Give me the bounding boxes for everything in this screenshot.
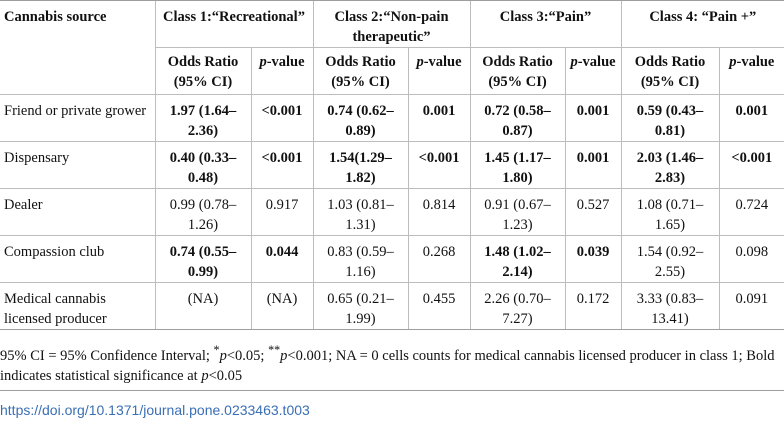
table-row: Dealer 0.99 (0.78–1.26) 0.917 1.03 (0.81–1.… [0, 188, 784, 236]
cell-p-value: 0.001 [564, 141, 622, 189]
cell-p-value: <0.001 [718, 141, 784, 189]
cell-p-value: (NA) [250, 282, 313, 330]
cell-odds-ratio: 0.83 (0.59–1.16) [312, 235, 408, 283]
cell-p-value: 0.001 [564, 94, 622, 142]
cell-odds-ratio: 0.99 (0.78–1.26) [154, 188, 251, 236]
subheader-p-value: p-value [564, 47, 622, 95]
subheader-odds-ratio: Odds Ratio (95% CI) [469, 47, 566, 95]
cell-p-value: <0.001 [250, 141, 313, 189]
cell-p-value: <0.001 [250, 94, 313, 142]
cell-p-value: 0.039 [564, 235, 622, 283]
header-class-4: Class 4: “Pain +” [620, 0, 784, 48]
cell-odds-ratio: 2.03 (1.46–2.83) [620, 141, 720, 189]
cell-source: Compassion club [0, 235, 155, 283]
cell-odds-ratio: 1.54 (0.92–2.55) [620, 235, 720, 283]
cell-p-value: 0.001 [718, 94, 784, 142]
cell-odds-ratio: 0.72 (0.58–0.87) [469, 94, 566, 142]
cell-p-value: 0.098 [718, 235, 784, 283]
cell-p-value: 0.044 [250, 235, 313, 283]
cell-odds-ratio: (NA) [154, 282, 251, 330]
subheader-p-value: p-value [407, 47, 471, 95]
cell-odds-ratio: 0.74 (0.55–0.99) [154, 235, 251, 283]
table-row: Dispensary 0.40 (0.33–0.48) <0.001 1.54(1.2… [0, 141, 784, 189]
cell-p-value: 0.268 [407, 235, 471, 283]
cell-odds-ratio: 2.26 (0.70–7.27) [469, 282, 566, 330]
results-table: Cannabis source Class 1:“Recreational” C… [0, 0, 784, 330]
cell-p-value: 0.091 [718, 282, 784, 330]
table-row: Compassion club 0.74 (0.55–0.99) 0.044 0.83… [0, 235, 784, 283]
cell-p-value: 0.724 [718, 188, 784, 236]
cell-p-value: 0.917 [250, 188, 313, 236]
cell-source: Dealer [0, 188, 155, 236]
table-footnote: 95% CI = 95% Confidence Interval; *p<0.0… [0, 343, 775, 384]
header-class-1: Class 1:“Recreational” [154, 0, 313, 48]
subheader-odds-ratio: Odds Ratio (95% CI) [620, 47, 720, 95]
cell-odds-ratio: 1.03 (0.81–1.31) [312, 188, 408, 236]
cell-p-value: 0.814 [407, 188, 471, 236]
cell-p-value: 0.001 [407, 94, 471, 142]
footnote-divider [0, 390, 784, 391]
cell-p-value: 0.455 [407, 282, 471, 330]
cell-odds-ratio: 1.54(1.29–1.82) [312, 141, 408, 189]
cell-odds-ratio: 1.48 (1.02–2.14) [469, 235, 566, 283]
cell-odds-ratio: 3.33 (0.83–13.41) [620, 282, 720, 330]
header-cannabis-source: Cannabis source [0, 0, 155, 95]
cell-odds-ratio: 0.40 (0.33–0.48) [154, 141, 251, 189]
table-row: Medical cannabis licensed producer (NA) (N… [0, 282, 784, 330]
subheader-odds-ratio: Odds Ratio (95% CI) [312, 47, 408, 95]
cell-p-value: 0.172 [564, 282, 622, 330]
cell-source: Friend or private grower [0, 94, 155, 142]
cell-source: Medical cannabis licensed producer [0, 282, 155, 330]
subheader-p-value: p-value [718, 47, 784, 95]
header-class-3: Class 3:“Pain” [469, 0, 622, 48]
table-row: Friend or private grower 1.97 (1.64–2.36)… [0, 94, 784, 142]
header-class-2: Class 2:“Non-pain therapeutic” [312, 0, 471, 48]
subheader-odds-ratio: Odds Ratio (95% CI) [154, 47, 251, 95]
cell-p-value: <0.001 [407, 141, 471, 189]
subheader-p-value: p-value [250, 47, 313, 95]
cell-odds-ratio: 0.65 (0.21–1.99) [312, 282, 408, 330]
cell-odds-ratio: 1.45 (1.17–1.80) [469, 141, 566, 189]
cell-odds-ratio: 0.74 (0.62–0.89) [312, 94, 408, 142]
doi-link[interactable]: https://doi.org/10.1371/journal.pone.023… [0, 402, 310, 418]
cell-source: Dispensary [0, 141, 155, 189]
cell-odds-ratio: 1.08 (0.71–1.65) [620, 188, 720, 236]
cell-odds-ratio: 0.59 (0.43–0.81) [620, 94, 720, 142]
cell-odds-ratio: 1.97 (1.64–2.36) [154, 94, 251, 142]
cell-p-value: 0.527 [564, 188, 622, 236]
cell-odds-ratio: 0.91 (0.67–1.23) [469, 188, 566, 236]
